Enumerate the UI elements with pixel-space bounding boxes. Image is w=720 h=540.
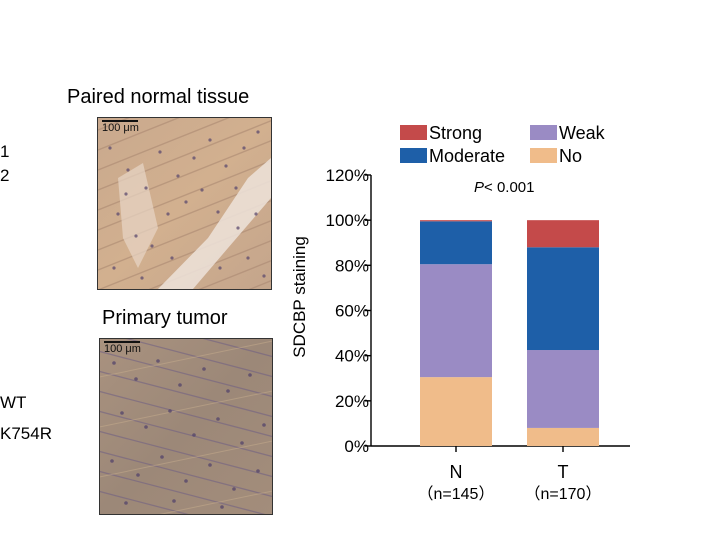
y-tick-label: 80% <box>335 256 369 275</box>
x-category-label: T <box>558 462 569 482</box>
bar-segment-moderate-n <box>420 221 492 265</box>
x-axis-labels: N （n=145） T （n=170） <box>418 446 602 503</box>
scalebar-line <box>102 120 138 122</box>
y-tick-label: 20% <box>335 392 369 411</box>
p-value-letter: P <box>474 179 484 196</box>
y-tick-label: 0% <box>344 437 369 456</box>
legend-label-no: No <box>559 146 582 166</box>
left-label-wt: WT <box>0 393 27 412</box>
left-label-k754r: K754R <box>0 424 52 443</box>
left-label-1: 1 <box>0 142 10 161</box>
bar-segment-strong-t <box>527 220 599 248</box>
bar-segment-weak-n <box>420 264 492 378</box>
legend-label-strong: Strong <box>429 123 482 143</box>
x-category-sublabel: （n=145） <box>418 485 495 503</box>
scalebar-line <box>104 341 140 343</box>
legend-swatch-strong <box>400 125 427 140</box>
legend-label-moderate: Moderate <box>429 146 505 166</box>
scalebar-text: 100 μm <box>102 122 139 134</box>
bar-segment-no-t <box>527 427 599 446</box>
bar-segment-moderate-t <box>527 247 599 351</box>
y-tick-label: 100% <box>326 211 369 230</box>
left-label-2: 2 <box>0 166 10 185</box>
stacked-bars <box>420 220 599 446</box>
normal-tissue-title: Paired normal tissue <box>67 86 250 108</box>
y-tick-label: 120% <box>326 166 369 185</box>
normal-tissue-image: 100 μm <box>97 117 272 290</box>
x-category-sublabel: （n=170） <box>525 485 602 503</box>
x-category-label: N <box>450 462 463 482</box>
y-tick-label: 40% <box>335 347 369 366</box>
legend-label-weak: Weak <box>559 123 606 143</box>
legend-swatch-moderate <box>400 148 427 163</box>
y-tick-label: 60% <box>335 302 369 321</box>
bar-segment-no-n <box>420 377 492 446</box>
normal-scalebar: 100 μm <box>102 120 139 134</box>
bar-segment-strong-n <box>420 220 492 222</box>
p-value-text: < 0.001 <box>484 179 534 196</box>
primary-tumor-image: 100 μm <box>99 338 273 515</box>
primary-tumor-title: Primary tumor <box>102 307 228 329</box>
chart-legend: Strong Weak Moderate No <box>400 123 606 166</box>
scalebar-text: 100 μm <box>104 343 141 355</box>
y-axis-label: SDCBP staining <box>290 236 309 358</box>
legend-swatch-no <box>530 148 557 163</box>
tumor-scalebar: 100 μm <box>104 341 141 355</box>
p-value-annotation: P< 0.001 <box>474 179 534 196</box>
bar-segment-weak-t <box>527 350 599 428</box>
legend-swatch-weak <box>530 125 557 140</box>
